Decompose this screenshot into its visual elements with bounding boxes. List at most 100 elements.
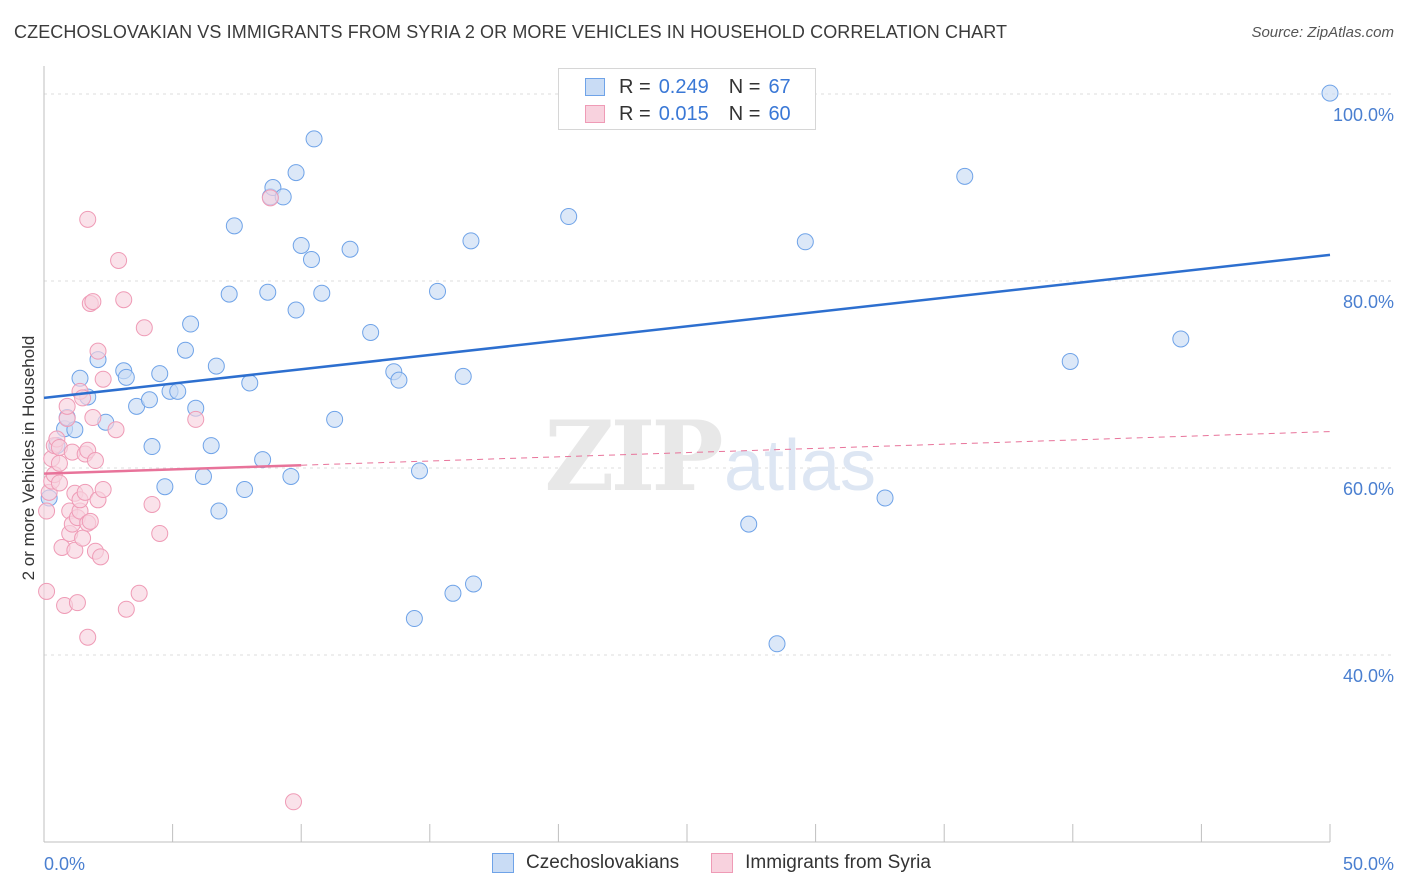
data-point — [1321, 84, 1339, 102]
data-point — [94, 481, 112, 499]
data-point — [341, 240, 359, 258]
data-point — [429, 282, 447, 300]
data-point — [58, 397, 76, 415]
data-point — [107, 421, 125, 439]
data-point — [68, 594, 86, 612]
y-tick-label: 100.0% — [1333, 105, 1394, 125]
data-point — [287, 164, 305, 182]
data-point — [74, 529, 92, 547]
legend-item-czechoslovakians: Czechoslovakians — [492, 852, 679, 874]
y-axis-title: 2 or more Vehicles in Household — [19, 336, 38, 581]
data-point — [117, 368, 135, 386]
data-point — [81, 512, 99, 530]
data-point — [187, 410, 205, 428]
data-point — [89, 342, 107, 360]
data-point — [210, 502, 228, 520]
y-tick-label: 60.0% — [1343, 479, 1394, 499]
data-point — [207, 357, 225, 375]
data-point — [50, 454, 68, 472]
data-point — [454, 367, 472, 385]
data-point — [225, 217, 243, 235]
data-point — [140, 391, 158, 409]
data-point — [390, 371, 408, 389]
data-point — [143, 495, 161, 513]
y-tick-label: 80.0% — [1343, 292, 1394, 312]
legend-r-key: R = — [619, 102, 651, 125]
x-tick-label-start: 0.0% — [44, 854, 85, 874]
data-point — [405, 610, 423, 628]
legend-swatch-syria — [585, 105, 605, 123]
data-point — [305, 130, 323, 148]
watermark: ZIP atlas — [544, 400, 876, 513]
data-point — [313, 284, 331, 302]
data-point — [287, 301, 305, 319]
data-point — [768, 635, 786, 653]
legend-r-value: 0.249 — [658, 75, 709, 98]
data-point — [194, 467, 212, 485]
y-tick-label: 40.0% — [1343, 666, 1394, 686]
x-tick-labels: 0.0% 50.0% — [44, 854, 1394, 874]
data-point — [1061, 352, 1079, 370]
data-point — [156, 478, 174, 496]
legend-n-value: 67 — [768, 75, 791, 98]
data-point — [1172, 330, 1190, 348]
legend-n-key: N = — [728, 102, 761, 125]
data-point — [220, 285, 238, 303]
series-legend: Czechoslovakians Immigrants from Syria — [492, 852, 963, 874]
axes — [43, 66, 1331, 843]
data-point — [50, 474, 68, 492]
legend-swatch-czechoslovakians — [585, 78, 605, 96]
data-point — [241, 374, 259, 392]
data-point — [956, 167, 974, 185]
trend-line-syria — [43, 463, 302, 475]
data-point — [115, 291, 133, 309]
legend-swatch-czechoslovakians — [492, 853, 514, 873]
data-point — [259, 283, 277, 301]
data-point — [465, 575, 483, 593]
chart-source: Source: ZipAtlas.com — [1251, 24, 1394, 41]
data-point — [76, 483, 94, 501]
data-point — [169, 382, 187, 400]
data-point — [110, 251, 128, 269]
data-point — [362, 323, 380, 341]
chart-title: CZECHOSLOVAKIAN VS IMMIGRANTS FROM SYRIA… — [14, 22, 1008, 42]
y-tick-labels: 40.0% 60.0% 80.0% 100.0% — [1333, 105, 1394, 686]
watermark-zip: ZIP — [544, 400, 721, 513]
trend-lines — [43, 253, 1331, 475]
data-point — [462, 232, 480, 250]
data-point — [92, 548, 110, 566]
legend-n-value: 60 — [768, 102, 791, 125]
data-point — [79, 210, 97, 228]
data-point — [202, 437, 220, 455]
series-czechoslovakians — [40, 84, 1339, 653]
data-point — [86, 452, 104, 470]
data-point — [411, 462, 429, 480]
legend-label-syria: Immigrants from Syria — [745, 852, 931, 873]
data-point — [84, 409, 102, 427]
legend-n-key: N = — [728, 75, 761, 98]
data-point — [182, 315, 200, 333]
data-point — [38, 502, 56, 520]
data-point — [151, 524, 169, 542]
data-point — [84, 293, 102, 311]
data-point — [444, 584, 462, 602]
data-point — [326, 410, 344, 428]
watermark-atlas: atlas — [724, 426, 876, 506]
data-point — [282, 467, 300, 485]
data-point — [302, 251, 320, 269]
data-point — [130, 584, 148, 602]
stats-legend: R = 0.249 N = 67 R = 0.015 N = 60 — [558, 68, 816, 130]
data-point — [796, 233, 814, 251]
data-point — [94, 370, 112, 388]
data-point — [560, 208, 578, 226]
data-point — [117, 600, 135, 618]
legend-r-key: R = — [619, 75, 651, 98]
legend-item-syria: Immigrants from Syria — [711, 852, 931, 874]
data-point — [135, 319, 153, 337]
data-point — [38, 582, 56, 600]
data-point — [79, 628, 97, 646]
legend-row-syria: R = 0.015 N = 60 — [585, 102, 791, 126]
data-point — [740, 515, 758, 533]
data-point — [284, 793, 302, 811]
